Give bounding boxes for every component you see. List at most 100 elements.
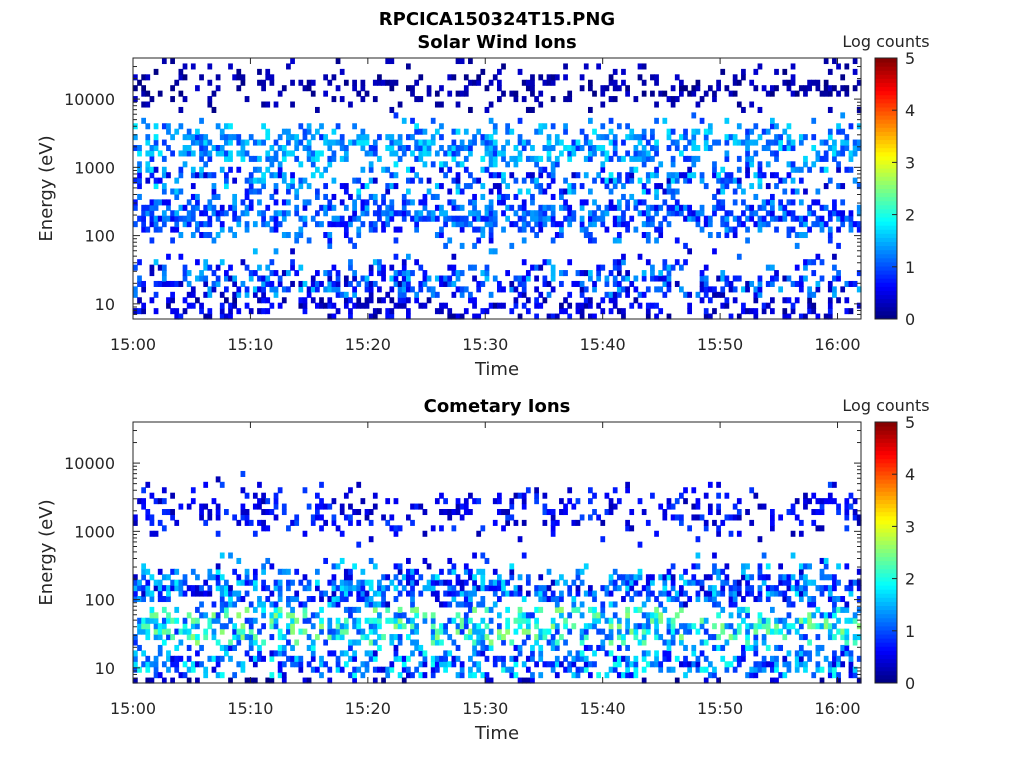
heatmap-cell <box>815 606 821 613</box>
heatmap-cell <box>348 655 353 662</box>
heatmap-cell <box>178 123 184 130</box>
heatmap-cell <box>629 302 635 309</box>
heatmap-cell <box>327 623 333 630</box>
heatmap-cell <box>616 634 622 641</box>
heatmap-cell <box>691 90 697 97</box>
heatmap-cell <box>687 177 693 184</box>
heatmap-cell <box>323 503 329 510</box>
heatmap-cell <box>616 204 622 211</box>
heatmap-cell <box>381 514 386 521</box>
heatmap-cell <box>393 644 399 651</box>
heatmap-cell <box>294 639 300 646</box>
heatmap-cell <box>505 509 511 516</box>
heatmap-cell <box>207 617 213 624</box>
heatmap-cell <box>443 590 448 597</box>
heatmap-cell <box>790 280 796 287</box>
heatmap-cell <box>455 590 461 597</box>
heatmap-cell <box>554 596 560 603</box>
heatmap-cell <box>273 226 279 233</box>
heatmap-cell <box>588 237 593 244</box>
colorbar-tick-label: 2 <box>905 570 915 589</box>
heatmap-cell <box>414 291 420 298</box>
heatmap-cell <box>827 226 833 233</box>
heatmap-cell <box>517 650 523 657</box>
heatmap-cell <box>790 166 796 173</box>
heatmap-cell <box>703 492 709 499</box>
heatmap-cell <box>612 68 618 75</box>
heatmap-cell <box>484 134 490 141</box>
heatmap-cell <box>170 291 175 298</box>
heatmap-cell <box>410 150 415 157</box>
heatmap-cell <box>501 193 506 200</box>
heatmap-cell <box>385 215 391 222</box>
heatmap-cell <box>517 574 523 581</box>
heatmap-cell <box>848 585 854 592</box>
heatmap-cell <box>492 590 498 597</box>
heatmap-cell <box>819 275 825 282</box>
heatmap-cell <box>302 585 308 592</box>
heatmap-cell <box>509 308 515 315</box>
heatmap-cell <box>331 150 337 157</box>
heatmap-cell <box>352 210 357 217</box>
heatmap-cell <box>310 297 316 304</box>
heatmap-cell <box>575 655 581 662</box>
heatmap-cell <box>166 302 171 309</box>
colorbar-tick-label: 4 <box>905 101 915 120</box>
heatmap-cell <box>650 492 655 499</box>
heatmap-cell <box>281 210 287 217</box>
heatmap-cell <box>240 74 246 81</box>
heatmap-cell <box>468 183 473 190</box>
heatmap-cell <box>472 177 477 184</box>
heatmap-cell <box>770 297 775 304</box>
heatmap-cell <box>319 623 324 630</box>
heatmap-cell <box>352 139 357 146</box>
heatmap-cell <box>219 226 225 233</box>
heatmap-cell <box>298 139 304 146</box>
heatmap-cell <box>621 139 626 146</box>
colorbar-swatch <box>875 188 897 194</box>
heatmap-cell <box>546 145 552 152</box>
heatmap-cell <box>385 617 391 624</box>
heatmap-cell <box>782 590 788 597</box>
heatmap-cell <box>497 150 502 157</box>
heatmap-cell <box>832 150 837 157</box>
heatmap-cell <box>836 617 841 624</box>
heatmap-cell <box>133 286 138 293</box>
heatmap-cell <box>244 139 250 146</box>
heatmap-cell <box>455 286 461 293</box>
heatmap-cell <box>236 612 242 619</box>
heatmap-cell <box>608 308 614 315</box>
heatmap-cell <box>501 155 506 162</box>
heatmap-cell <box>377 264 382 271</box>
heatmap-cell <box>439 525 444 532</box>
heatmap-cell <box>195 204 200 211</box>
heatmap-cell <box>339 215 345 222</box>
heatmap-cell <box>654 145 659 152</box>
heatmap-cell <box>745 623 750 630</box>
heatmap-cell <box>377 204 382 211</box>
heatmap-cell <box>563 509 568 516</box>
heatmap-cell <box>521 617 527 624</box>
heatmap-cell <box>414 639 420 646</box>
heatmap-cell <box>488 79 494 86</box>
heatmap-cell <box>761 215 767 222</box>
heatmap-cell <box>658 270 664 277</box>
heatmap-cell <box>501 509 506 516</box>
colorbar-swatch <box>875 229 897 234</box>
heatmap-cell <box>286 183 291 190</box>
heatmap-cell <box>447 150 453 157</box>
heatmap-cell <box>517 492 523 499</box>
heatmap-cell <box>410 628 415 635</box>
heatmap-cell <box>211 286 217 293</box>
heatmap-cell <box>765 596 771 603</box>
heatmap-cell <box>273 210 279 217</box>
heatmap-cell <box>612 568 618 575</box>
heatmap-cell <box>306 661 312 668</box>
heatmap-cell <box>443 623 448 630</box>
heatmap-cell <box>757 106 763 113</box>
heatmap-cell <box>360 275 366 282</box>
heatmap-cell <box>203 221 209 228</box>
heatmap-cell <box>716 634 721 641</box>
heatmap-cell <box>625 585 630 592</box>
heatmap-cell <box>455 215 461 222</box>
